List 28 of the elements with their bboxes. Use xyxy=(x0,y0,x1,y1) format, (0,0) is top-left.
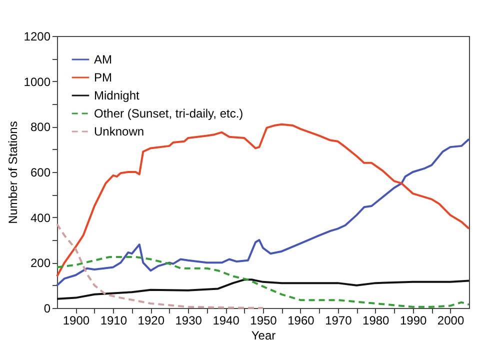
line-series xyxy=(56,278,470,300)
y-axis-title: Number of Stations xyxy=(6,121,20,224)
x-tick-label: 1960 xyxy=(288,314,315,328)
legend-label: Unknown xyxy=(94,124,144,138)
legend-label: AM xyxy=(94,52,112,66)
y-tick-label: 0 xyxy=(44,302,51,316)
x-tick-label: 2000 xyxy=(437,314,464,328)
x-axis-title: Year xyxy=(251,328,276,342)
y-tick-label: 600 xyxy=(30,166,51,180)
legend-label: PM xyxy=(94,70,112,84)
x-tick-label: 1970 xyxy=(325,314,352,328)
x-tick-label: 1980 xyxy=(362,314,390,328)
x-tick-label: 1950 xyxy=(250,314,278,328)
x-tick-label: 1990 xyxy=(400,314,427,328)
x-tick-label: 1920 xyxy=(138,314,165,328)
x-tick-label: 1900 xyxy=(62,314,90,328)
x-tick-label: 1930 xyxy=(175,314,202,328)
line-series xyxy=(56,223,264,309)
y-tick-label: 400 xyxy=(30,210,51,225)
y-tick-label: 800 xyxy=(30,120,51,134)
y-tick-label: 200 xyxy=(30,256,51,270)
legend-label: Midnight xyxy=(94,88,140,102)
y-tick-label: 1000 xyxy=(24,74,51,89)
line-series xyxy=(56,256,470,308)
y-tick-label: 1200 xyxy=(24,30,51,44)
x-tick-label: 1910 xyxy=(100,314,128,328)
legend-label: Other (Sunset, tri-daily, etc.) xyxy=(94,106,244,120)
x-tick-label: 1940 xyxy=(212,314,240,328)
